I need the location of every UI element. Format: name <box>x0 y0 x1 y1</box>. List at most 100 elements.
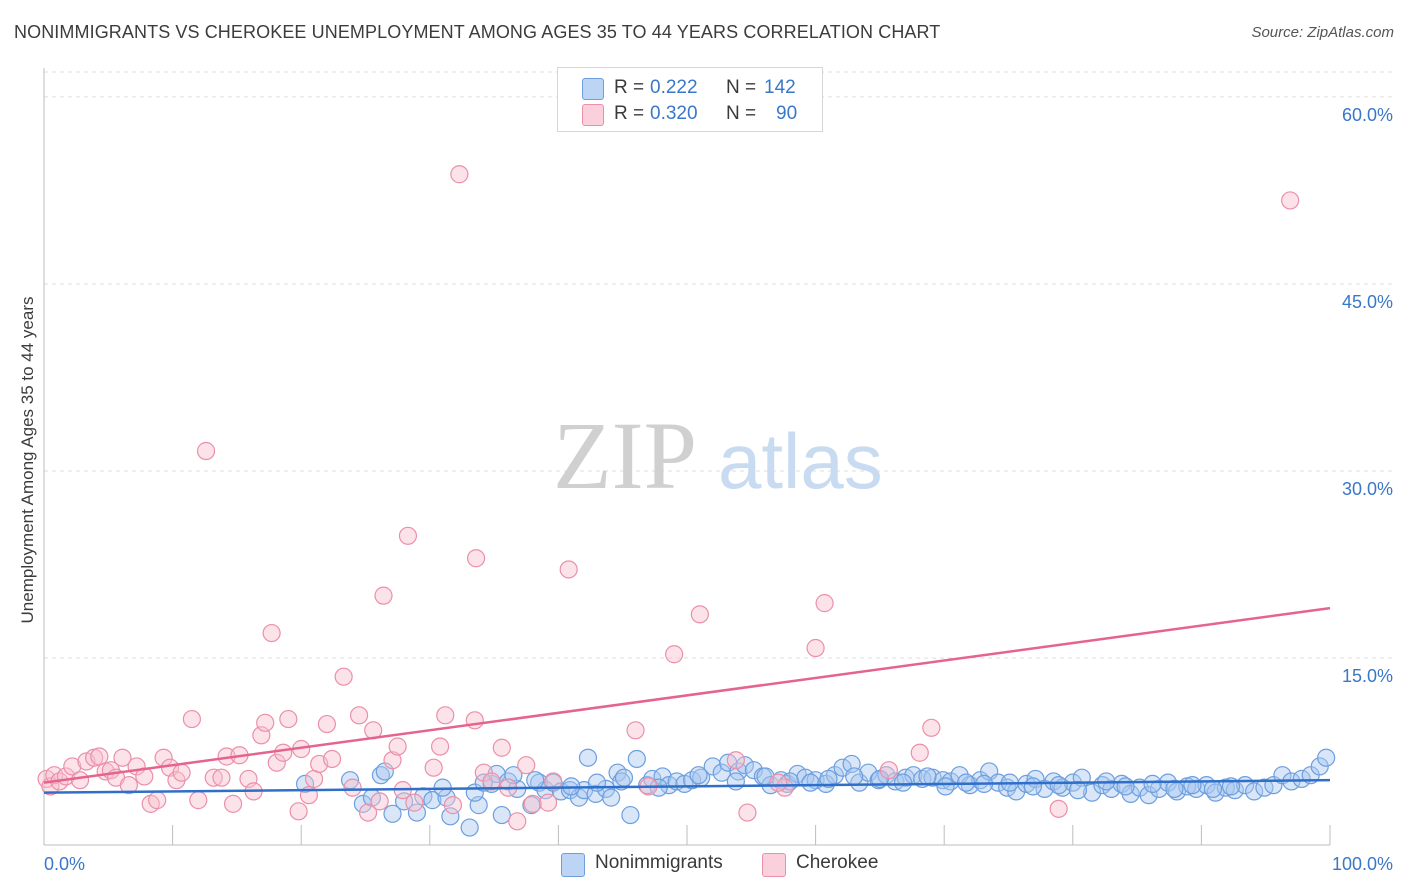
nonimmigrant-point <box>726 772 745 791</box>
bottom-legend-label: Nonimmigrants <box>595 852 723 873</box>
nonimmigrant-point <box>703 757 722 776</box>
nonimmigrant-point <box>627 749 646 769</box>
nonimmigrant-point <box>1317 748 1336 767</box>
cherokee-point <box>383 751 402 770</box>
nonimmigrant-point <box>735 756 754 775</box>
nonimmigrant-point <box>893 773 913 792</box>
legend-n-label: N = <box>726 103 757 124</box>
cherokee-point <box>358 803 378 822</box>
nonimmigrant-point <box>936 777 955 796</box>
nonimmigrant-point <box>614 768 634 787</box>
axes <box>43 68 1331 846</box>
nonimmigrant-point <box>587 773 607 792</box>
bottom-legend-label: Cherokee <box>796 852 879 873</box>
x-tick-label: 0.0% <box>44 854 85 874</box>
nonimmigrant-point <box>602 788 621 807</box>
cherokee-point <box>465 711 484 730</box>
cherokee-point <box>559 560 578 579</box>
cherokee-point <box>626 721 645 740</box>
nonimmigrant-point <box>845 767 864 786</box>
nonimmigrant-point <box>1143 774 1162 794</box>
nonimmigrant-point <box>423 791 442 810</box>
cherokee-point <box>738 803 757 822</box>
cherokee-point <box>424 758 443 777</box>
legend-r-value: 0.320 <box>650 103 698 124</box>
cherokee-point <box>910 743 929 762</box>
cherokee-point <box>523 794 542 813</box>
legend-n-value: 90 <box>776 103 798 124</box>
cherokee-point <box>317 714 337 734</box>
cherokee-point <box>806 638 825 658</box>
nonimmigrant-point <box>295 774 315 794</box>
cherokee-point <box>343 778 362 797</box>
cherokee-point <box>119 776 138 795</box>
grid-lines <box>44 71 1394 659</box>
trend-lines <box>43 606 1331 794</box>
cherokee-point <box>517 756 536 775</box>
legend-r-value: 0.222 <box>650 77 698 98</box>
cherokee-point <box>405 793 424 812</box>
bottom-legend-swatch-blue <box>561 853 585 877</box>
cherokee-point <box>212 768 231 787</box>
legend-swatch-blue <box>582 78 604 100</box>
nonimmigrant-point <box>918 767 937 786</box>
cherokee-point <box>267 753 286 772</box>
nonimmigrant-point <box>1082 783 1102 802</box>
stats-legend: R = 0.222 N = 142 R = 0.320 N = 90 <box>557 67 823 132</box>
cherokee-point <box>113 748 132 767</box>
nonimmigrant-point <box>1165 779 1184 798</box>
nonimmigrant-point <box>1292 769 1311 789</box>
nonimmigrant-point <box>744 761 763 780</box>
y-axis-label-wrap: Unemployment Among Ages 35 to 44 years <box>16 270 40 650</box>
cherokee-point <box>374 586 393 605</box>
nonimmigrant-point <box>441 807 460 826</box>
tick-labels: 15.0% 30.0% 45.0% 60.0% 0.0% 100.0% <box>44 105 1393 874</box>
nonimmigrant-point <box>492 805 511 825</box>
nonimmigrant-point <box>1023 777 1043 796</box>
legend-swatch-pink <box>582 104 604 126</box>
data-points <box>37 165 1336 837</box>
legend-row-cherokee: R = 0.320 N = 90 <box>558 101 822 127</box>
legend-r-label: R = <box>614 77 645 98</box>
nonimmigrant-point <box>819 769 838 789</box>
cherokee-point <box>482 772 501 791</box>
cherokee-point <box>879 761 899 780</box>
nonimmigrant-point <box>1203 779 1223 798</box>
source-label: Source: ZipAtlas.com <box>1251 24 1394 41</box>
cherokee-point <box>262 623 281 643</box>
cherokee-point <box>256 713 275 732</box>
cherokee-point <box>492 738 511 757</box>
nonimmigrant-point <box>1068 781 1088 800</box>
cherokee-point <box>223 794 243 813</box>
cherokee-point <box>182 709 201 729</box>
cherokee-point <box>690 605 709 624</box>
cherokee-point <box>189 791 208 810</box>
nonimmigrant-point <box>460 818 479 837</box>
y-axis-label: Unemployment Among Ages 35 to 44 years <box>18 296 37 624</box>
legend-n-label: N = <box>726 77 757 98</box>
chart-title: NONIMMIGRANTS VS CHEROKEE UNEMPLOYMENT A… <box>14 22 941 42</box>
cherokee-point <box>289 802 308 821</box>
cherokee-point <box>70 771 90 790</box>
cherokee-point <box>63 757 82 776</box>
cherokee-point <box>90 747 109 766</box>
cherokee-point <box>665 645 684 664</box>
watermark: ZIP atlas <box>553 402 883 509</box>
nonimmigrant-point <box>1139 786 1158 805</box>
cherokee-point <box>436 706 455 725</box>
cherokee-point <box>172 763 191 782</box>
nonimmigrants-trend-line <box>43 778 1331 794</box>
cherokee-trend-line <box>43 606 1331 784</box>
cherokee-point <box>430 737 450 756</box>
cherokee-point <box>322 749 342 769</box>
cherokee-point <box>370 792 389 811</box>
nonimmigrant-point <box>1245 782 1264 801</box>
cherokee-point <box>196 441 216 461</box>
cherokee-point <box>815 594 834 613</box>
nonimmigrant-point <box>1049 776 1068 795</box>
nonimmigrant-point <box>596 779 616 798</box>
nonimmigrant-point <box>689 766 708 785</box>
nonimmigrant-point <box>526 771 545 790</box>
cherokee-point <box>769 773 788 792</box>
